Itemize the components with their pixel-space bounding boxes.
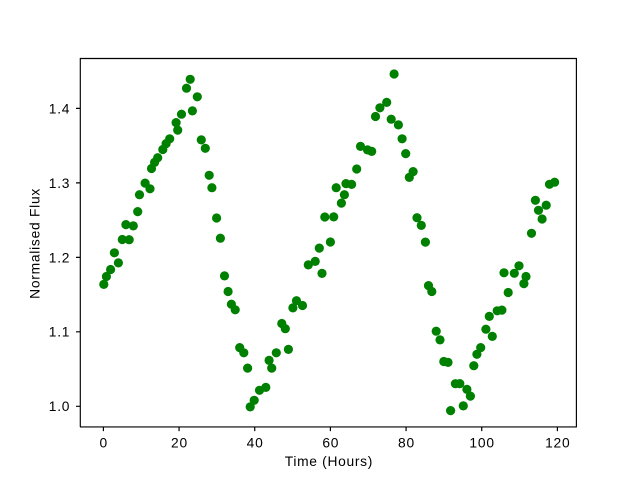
svg-text:0: 0 <box>100 436 108 451</box>
svg-text:80: 80 <box>398 436 415 451</box>
svg-text:1.4: 1.4 <box>49 101 70 116</box>
svg-text:20: 20 <box>171 436 188 451</box>
svg-text:120: 120 <box>545 436 570 451</box>
svg-text:1.3: 1.3 <box>49 176 70 191</box>
svg-text:Time (Hours): Time (Hours) <box>285 454 373 469</box>
svg-text:Normalised Flux: Normalised Flux <box>27 188 42 299</box>
svg-text:100: 100 <box>469 436 494 451</box>
svg-text:40: 40 <box>247 436 264 451</box>
svg-text:60: 60 <box>322 436 339 451</box>
svg-text:1.0: 1.0 <box>49 399 70 414</box>
svg-text:1.1: 1.1 <box>49 325 70 340</box>
svg-text:1.2: 1.2 <box>49 250 70 265</box>
